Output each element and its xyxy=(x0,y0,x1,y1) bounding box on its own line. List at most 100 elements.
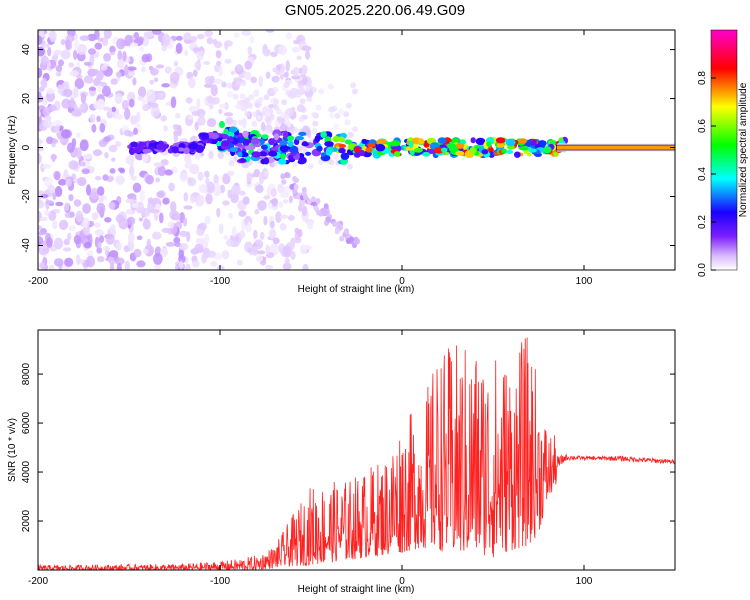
heatmap-noise-cell xyxy=(94,229,104,236)
heatmap-signal-cell xyxy=(543,146,552,154)
heatmap-noise-cell xyxy=(52,119,63,127)
heatmap-signal-cell xyxy=(279,140,288,146)
heatmap-noise-cell xyxy=(175,112,181,119)
heatmap-noise-cell xyxy=(197,171,204,181)
heatmap-noise-cell xyxy=(206,95,214,104)
heatmap-noise-cell xyxy=(352,126,359,133)
heatmap-noise-cell xyxy=(71,109,82,117)
heatmap-noise-cell xyxy=(248,94,255,101)
heatmap-noise-cell xyxy=(255,184,264,194)
heatmap-noise-cell xyxy=(109,262,115,270)
heatmap-noise-cell xyxy=(223,112,234,117)
heatmap-noise-cell xyxy=(269,221,275,229)
heatmap-noise-cell xyxy=(334,112,341,119)
heatmap-signal-cell xyxy=(455,150,465,156)
heatmap-noise-cell xyxy=(88,48,96,55)
heatmap-noise-cell xyxy=(83,61,92,66)
heatmap-signal-cell xyxy=(422,151,430,157)
heatmap-branch-cell xyxy=(284,172,290,178)
heatmap-branch-cell xyxy=(292,176,298,182)
heatmap-noise-cell xyxy=(157,165,166,177)
heatmap-noise-cell xyxy=(275,69,282,76)
heatmap-noise-cell xyxy=(263,195,271,200)
heatmap-noise-cell xyxy=(127,66,137,71)
heatmap-noise-cell xyxy=(191,111,200,116)
heatmap-noise-cell xyxy=(53,237,64,250)
heatmap-signal-cell xyxy=(530,139,537,146)
snr-x-ticks: -200 -100 0 100 xyxy=(28,330,593,587)
heatmap-noise-cell xyxy=(146,89,156,101)
heatmap-branch-cell xyxy=(323,203,329,210)
heatmap-noise-cell xyxy=(194,121,199,131)
heatmap-noise-cell xyxy=(94,42,103,50)
heatmap-noise-cell xyxy=(285,32,293,40)
snr-series-line xyxy=(38,337,675,570)
heatmap-noise-cell xyxy=(333,153,339,160)
heatmap-noise-cell xyxy=(318,88,325,95)
heatmap-signal-cell xyxy=(250,137,260,145)
heatmap-noise-cell xyxy=(146,238,152,251)
heatmap-noise-cell xyxy=(282,262,292,270)
heatmap-noise-cell xyxy=(252,90,259,97)
heatmap-noise-cell xyxy=(96,115,101,123)
heatmap-noise-cell xyxy=(281,99,288,106)
colorbar-gradient xyxy=(710,29,738,271)
snr-panel: -200 -100 0 100 2000 4000 6000 8000 Height of … xyxy=(7,329,676,595)
heatmap-noise-cell xyxy=(281,179,287,185)
heatmap-noise-cell xyxy=(52,138,59,144)
heatmap-signal-cell xyxy=(320,152,326,157)
heatmap-y-ticks: -40 -20 0 20 40 xyxy=(21,44,675,253)
heatmap-noise-cell xyxy=(263,94,270,101)
heatmap-signal-cell xyxy=(188,143,198,150)
heatmap-noise-cell xyxy=(277,185,285,194)
heatmap-noise-cell xyxy=(235,103,242,110)
heatmap-noise-cell xyxy=(203,61,211,65)
heatmap-noise-cell xyxy=(117,50,123,61)
heatmap-noise-cell xyxy=(103,136,112,143)
heatmap-noise-cell xyxy=(298,87,305,93)
heatmap-noise-cell xyxy=(38,111,41,118)
heatmap-noise-cell xyxy=(255,255,264,263)
heatmap-noise-cell xyxy=(262,48,271,57)
heatmap-signal-cell xyxy=(251,151,261,158)
heatmap-noise-cell xyxy=(305,50,311,60)
heatmap-noise-cell xyxy=(133,32,140,39)
heatmap-noise-cell xyxy=(209,104,214,110)
heatmap-noise-cell xyxy=(185,97,193,104)
heatmap-noise-cell xyxy=(266,186,271,199)
heatmap-noise-cell xyxy=(160,247,169,258)
heatmap-noise-cell xyxy=(302,263,309,270)
heatmap-noise-cell xyxy=(179,242,189,251)
heatmap-noise-cell xyxy=(222,200,230,206)
heatmap-noise-cell xyxy=(126,209,133,215)
heatmap-noise-cell xyxy=(219,103,228,109)
heatmap-noise-cell xyxy=(136,235,143,241)
heatmap-noise-cell xyxy=(293,39,301,45)
heatmap-branch-cell xyxy=(352,242,357,249)
heatmap-noise-cell xyxy=(173,212,181,221)
heatmap-noise-cell xyxy=(136,36,144,43)
heatmap-noise-cell xyxy=(53,170,61,181)
heatmap-noise-cell xyxy=(79,35,90,41)
heatmap-noise-cell xyxy=(152,231,162,240)
heatmap-noise-cell xyxy=(226,82,233,89)
heatmap-noise-cell xyxy=(272,237,280,245)
heatmap-noise-cell xyxy=(82,153,93,160)
heatmap-noise-cell xyxy=(86,255,95,268)
heatmap-noise-cell xyxy=(299,244,308,255)
heatmap-noise-cell xyxy=(124,64,129,76)
heatmap-noise-cell xyxy=(139,46,144,52)
heatmap-noise-cell xyxy=(283,199,289,204)
heatmap-noise-cell xyxy=(107,175,114,182)
heatmap-signal-cell xyxy=(242,130,249,138)
heatmap-noise-cell xyxy=(217,151,224,160)
snr-x-label: Height of straight line (km) xyxy=(298,584,415,595)
heatmap-noise-cell xyxy=(250,76,257,84)
heatmap-noise-cell xyxy=(238,190,246,196)
heatmap-noise-cell xyxy=(227,170,235,176)
heatmap-noise-cell xyxy=(132,77,137,86)
heatmap-signal-cell xyxy=(138,141,146,147)
heatmap-noise-cell xyxy=(48,264,55,270)
heatmap-noise-cell xyxy=(141,54,150,63)
heatmap-noise-cell xyxy=(55,71,62,77)
